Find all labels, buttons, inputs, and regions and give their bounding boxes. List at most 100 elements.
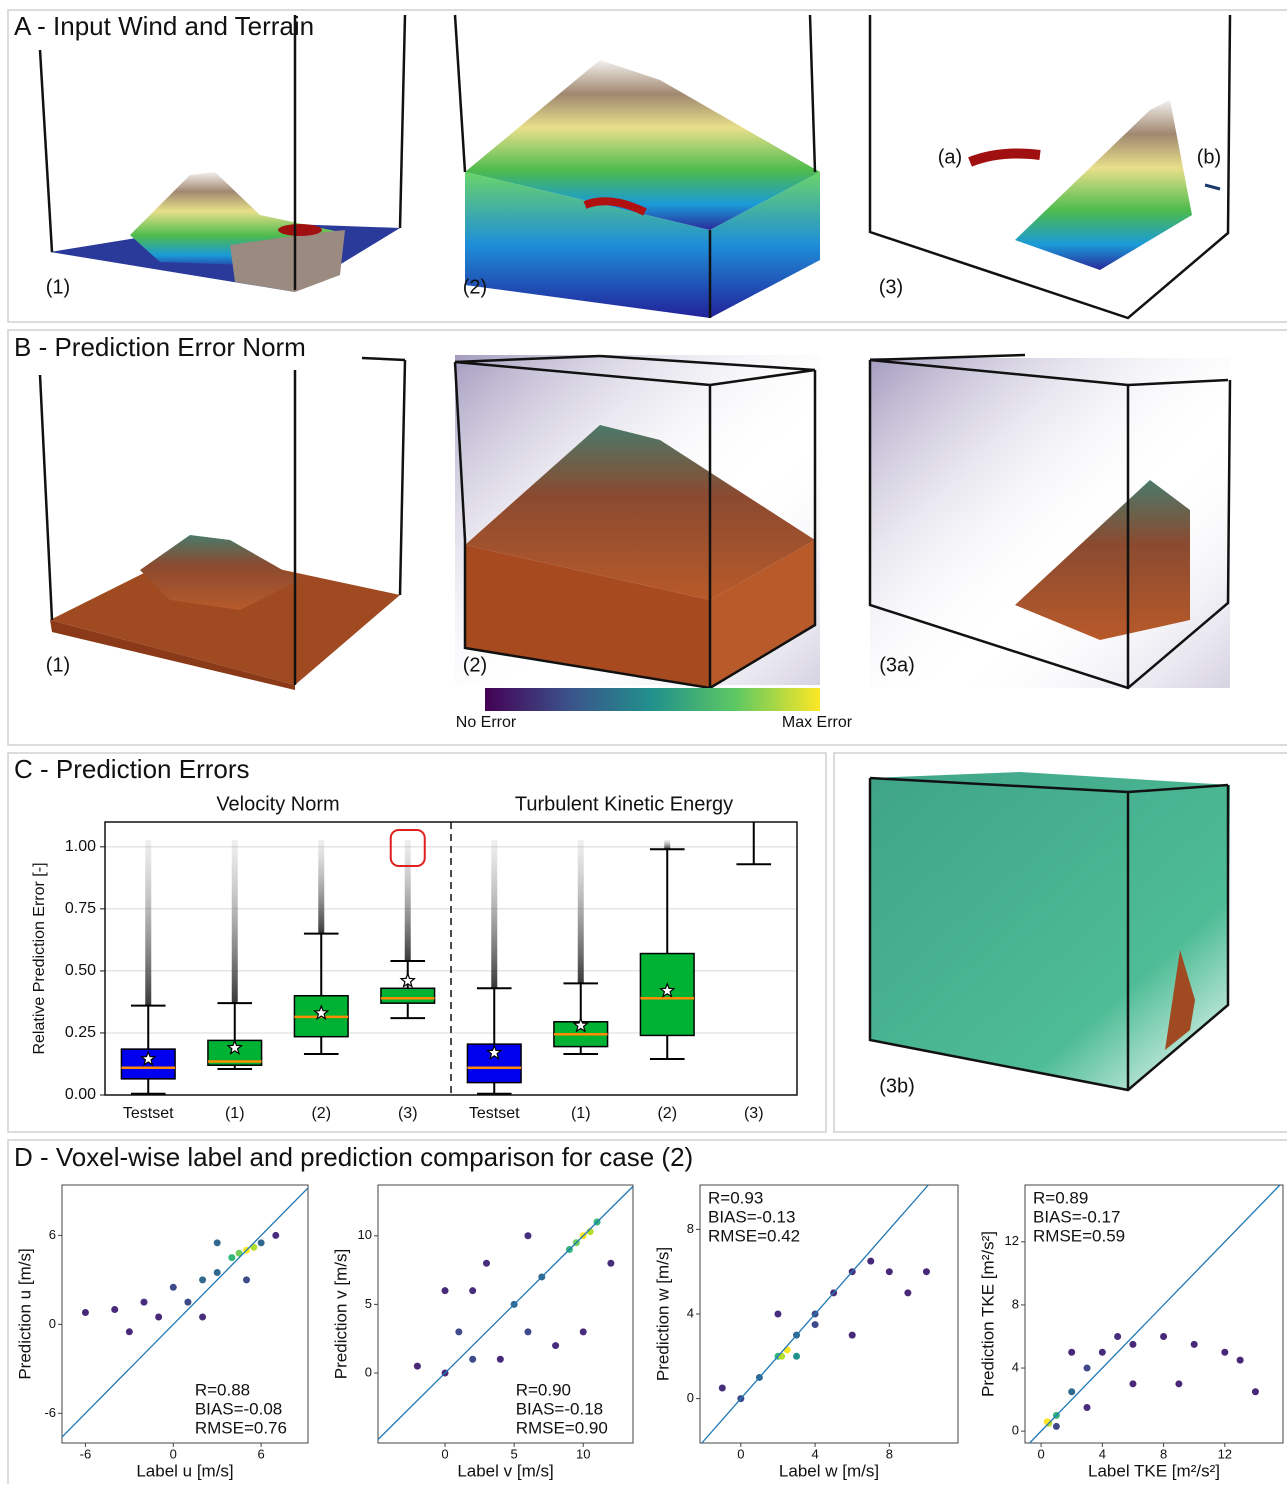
render-label: (2) xyxy=(463,276,487,298)
outlier-streak xyxy=(231,840,238,1004)
x-tick-label: Testset xyxy=(123,1105,174,1122)
colorbar-label: No Error xyxy=(456,714,517,731)
x-tick-label: 12 xyxy=(1218,1446,1232,1461)
x-tick-label: (1) xyxy=(225,1105,245,1122)
y-tick-label: 0 xyxy=(687,1390,694,1405)
scatter-point xyxy=(811,1321,819,1329)
scatter-point xyxy=(228,1254,236,1262)
x-axis-label: Label v [m/s] xyxy=(457,1461,553,1480)
stat-annotation: R=0.90 xyxy=(516,1380,571,1399)
y-tick-label: 0 xyxy=(365,1364,372,1379)
scatter-point xyxy=(1068,1348,1076,1356)
x-tick-label: 0 xyxy=(737,1446,744,1461)
y-tick-label: 0.00 xyxy=(65,1086,96,1103)
chart-title: C - Prediction Errors xyxy=(14,754,250,784)
render-b2 xyxy=(453,354,820,690)
panel-border xyxy=(7,9,1287,323)
scatter-point xyxy=(904,1289,912,1297)
group-label: Turbulent Kinetic Energy xyxy=(515,793,733,815)
scatter-point xyxy=(607,1259,615,1267)
x-tick-label: 0 xyxy=(1037,1446,1044,1461)
stat-annotation: R=0.93 xyxy=(708,1188,763,1207)
panel-border xyxy=(7,329,1287,746)
scatter-point xyxy=(235,1249,243,1257)
scatter-point xyxy=(111,1306,119,1314)
panel-title: A - Input Wind and Terrain xyxy=(14,11,314,41)
mean-marker xyxy=(572,1016,590,1033)
y-axis-label: Prediction v [m/s] xyxy=(331,1249,350,1379)
outlier-streak xyxy=(404,840,411,961)
scatter-point xyxy=(140,1298,148,1306)
scatter-point xyxy=(1129,1380,1137,1388)
mean-marker xyxy=(139,1050,157,1067)
identity-line xyxy=(701,1184,929,1444)
render-label: (1) xyxy=(46,276,70,298)
y-tick-label: 0.75 xyxy=(65,900,96,917)
colorbar xyxy=(485,688,820,711)
render-label: (1) xyxy=(46,654,70,676)
scatter-point xyxy=(718,1384,726,1392)
scatter-point xyxy=(793,1352,801,1360)
x-axis-label: Label u [m/s] xyxy=(136,1461,233,1480)
stat-annotation: R=0.89 xyxy=(1033,1188,1088,1207)
scatter-point xyxy=(455,1328,463,1336)
scatter-point xyxy=(848,1331,856,1339)
scatter-point xyxy=(1083,1403,1091,1411)
identity-line xyxy=(377,1185,634,1441)
mean-marker xyxy=(312,1004,330,1021)
render-label: (3a) xyxy=(879,654,915,676)
y-tick-label: 10 xyxy=(358,1227,372,1242)
stat-annotation: BIAS=-0.18 xyxy=(516,1399,603,1418)
plot-frame xyxy=(61,1184,309,1444)
stat-annotation: BIAS=-0.13 xyxy=(708,1207,795,1226)
colorbar-label: Max Error xyxy=(782,714,853,731)
render-label: (b) xyxy=(1197,146,1221,168)
x-tick-label: (3) xyxy=(398,1105,418,1122)
y-tick-label: 8 xyxy=(1012,1296,1019,1311)
scatter-point xyxy=(783,1346,791,1354)
x-tick-label: 4 xyxy=(1099,1446,1106,1461)
mean-marker xyxy=(226,1039,243,1055)
y-axis-label: Prediction w [m/s] xyxy=(653,1247,672,1381)
scatter-point xyxy=(213,1268,221,1276)
scatter-point xyxy=(1251,1388,1259,1396)
render-b3b xyxy=(868,772,1230,1092)
render-label: (3) xyxy=(879,276,903,298)
x-tick-label: 8 xyxy=(1160,1446,1167,1461)
scatter-point xyxy=(774,1310,782,1318)
scatter-point xyxy=(199,1276,207,1284)
scatter-point xyxy=(552,1342,560,1350)
y-tick-label: 6 xyxy=(49,1227,56,1242)
scatter-point xyxy=(1098,1348,1106,1356)
panel-title: D - Voxel-wise label and prediction comp… xyxy=(14,1142,693,1172)
mean-marker xyxy=(399,972,416,988)
box xyxy=(380,987,436,1004)
outlier-streak xyxy=(577,840,584,984)
scatter-point xyxy=(469,1287,477,1295)
scatter-point xyxy=(81,1309,89,1317)
y-tick-label: 0.25 xyxy=(65,1024,96,1041)
scatter-point xyxy=(524,1232,532,1240)
stat-annotation: BIAS=-0.08 xyxy=(195,1399,282,1418)
outlier-streak xyxy=(318,840,325,934)
scatter-point xyxy=(1083,1364,1091,1372)
x-tick-label: (3) xyxy=(744,1105,764,1122)
x-tick-label: (1) xyxy=(571,1105,591,1122)
scatter-point xyxy=(1221,1348,1229,1356)
y-tick-label: 12 xyxy=(1005,1233,1019,1248)
y-tick-label: 1.00 xyxy=(65,838,96,855)
render-a3 xyxy=(868,14,1232,320)
render-label: (3b) xyxy=(879,1075,915,1097)
x-tick-label: (2) xyxy=(657,1105,677,1122)
x-tick-label: 5 xyxy=(511,1446,518,1461)
x-tick-label: Testset xyxy=(469,1105,520,1122)
y-tick-label: 4 xyxy=(1012,1359,1019,1374)
y-axis-label: Relative Prediction Error [-] xyxy=(31,862,48,1054)
x-tick-label: 0 xyxy=(170,1446,177,1461)
y-tick-label: 0.50 xyxy=(65,962,96,979)
y-tick-label: 0 xyxy=(49,1316,56,1331)
x-tick-label: 10 xyxy=(576,1446,590,1461)
stat-annotation: RMSE=0.90 xyxy=(516,1418,608,1437)
mean-marker xyxy=(485,1044,503,1060)
x-tick-label: 4 xyxy=(811,1446,818,1461)
